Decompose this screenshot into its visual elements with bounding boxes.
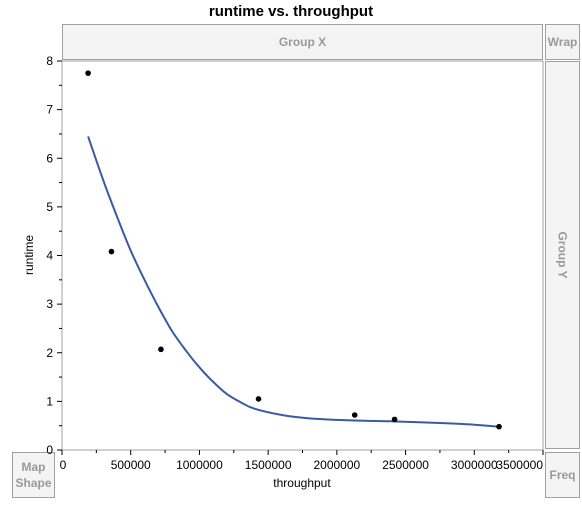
x-tick-label: 1500000 xyxy=(245,458,292,472)
y-axis-label: runtime xyxy=(22,235,36,275)
y-tick-label: 6 xyxy=(46,151,53,165)
wrap-drop-zone[interactable]: Wrap xyxy=(545,24,580,60)
data-point[interactable] xyxy=(85,70,91,76)
data-point[interactable] xyxy=(255,396,262,402)
y-tick-label: 3 xyxy=(46,297,53,311)
x-tick-label: 500000 xyxy=(111,458,151,472)
y-tick-label: 0 xyxy=(46,443,53,457)
data-point[interactable] xyxy=(391,416,398,423)
freq-drop-zone[interactable]: Freq xyxy=(545,452,580,498)
map-shape-label-line1: Map xyxy=(21,460,46,474)
x-tick-label: 3000000 xyxy=(451,458,498,472)
data-point[interactable] xyxy=(351,412,358,418)
fit-curve xyxy=(87,136,500,428)
y-tick-label: 5 xyxy=(46,200,53,214)
wrap-label: Wrap xyxy=(547,35,578,49)
y-tick-label: 7 xyxy=(46,103,53,117)
map-shape-label-line2: Shape xyxy=(15,476,52,490)
x-tick-label: 1000000 xyxy=(176,458,223,472)
map-shape-drop-zone[interactable]: Map Shape xyxy=(12,452,55,498)
x-tick-label: 2000000 xyxy=(313,458,360,472)
y-tick-label: 2 xyxy=(46,346,53,360)
data-points xyxy=(85,70,502,430)
data-point[interactable] xyxy=(108,248,115,255)
x-tick-label: 0 xyxy=(60,458,67,472)
x-tick-label: 3500000 xyxy=(496,458,543,472)
data-point[interactable] xyxy=(158,346,164,353)
group-y-drop-zone[interactable]: Group Y xyxy=(545,61,580,449)
y-tick-label: 8 xyxy=(46,54,53,68)
x-axis: 0 500000 1000000 1500000 2000000 2500000 30000… xyxy=(60,450,544,472)
y-tick-label: 1 xyxy=(46,394,53,408)
y-tick-label: 4 xyxy=(46,249,53,263)
group-x-label: Group X xyxy=(278,35,327,49)
chart-title: runtime vs. throughput xyxy=(208,3,374,20)
data-point[interactable] xyxy=(496,423,502,430)
x-axis-label: throughput xyxy=(273,476,331,490)
group-x-drop-zone[interactable]: Group X xyxy=(62,24,543,60)
x-tick-label: 2500000 xyxy=(382,458,429,472)
y-axis: 0 1 2 3 4 5 6 7 8 xyxy=(46,54,62,457)
freq-label: Freq xyxy=(549,468,576,482)
plot-frame xyxy=(61,60,544,451)
